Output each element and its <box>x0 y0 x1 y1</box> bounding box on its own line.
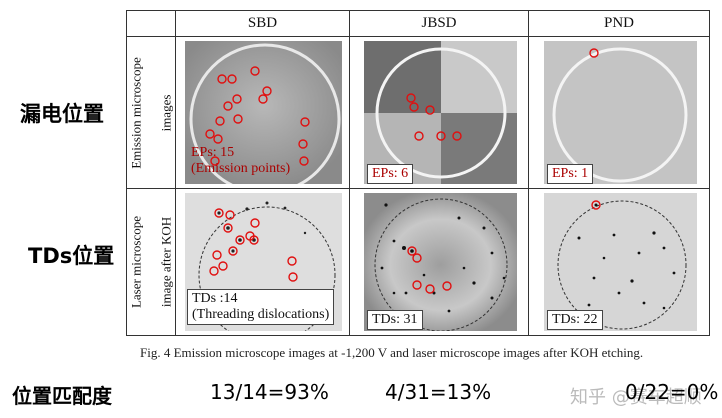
laser-jbsd-count: TDs: 31 <box>367 310 423 330</box>
emission-jbsd-image: EPs: 6 <box>364 41 517 184</box>
row-label-emission-line1: Emission microscope <box>128 56 144 169</box>
td-position-label: TDs位置 <box>28 244 115 268</box>
header-jbsd: JBSD <box>350 11 529 37</box>
laser-sbd-count-text: TDs :14 <box>192 291 238 306</box>
figure-caption: Fig. 4 Emission microscope images at -1,… <box>140 345 644 360</box>
figure-table: SBD JBSD PND Emission microscope images L… <box>126 10 710 336</box>
row-label-laser-line2: image after KOH <box>158 216 174 308</box>
header-pnd: PND <box>529 11 709 37</box>
emission-sbd-count: EPs: 15 (Emission points) <box>187 144 294 178</box>
etch-pits <box>577 203 676 310</box>
emission-points <box>589 48 599 58</box>
laser-sbd-note: (Threading dislocations) <box>192 307 330 322</box>
laser-sbd-count: TDs :14 (Threading dislocations) <box>187 289 335 325</box>
row-label-emission: Emission microscope images <box>127 37 176 188</box>
td-markers <box>407 246 452 294</box>
laser-pnd-count: TDs: 22 <box>547 310 603 330</box>
watermark: 知乎 @赛车超顺 <box>570 387 702 408</box>
emission-pnd-image: EPs: 1 <box>544 41 697 184</box>
laser-jbsd-image: TDs: 31 <box>364 193 517 331</box>
match-sbd: 13/14=93% <box>210 380 329 404</box>
row-label-emission-line2: images <box>158 94 174 131</box>
emission-jbsd-count: EPs: 6 <box>367 164 414 184</box>
emission-sbd-count-text: EPs: 15 <box>191 145 235 160</box>
header-corner <box>127 11 176 37</box>
match-jbsd: 4/31=13% <box>385 380 492 404</box>
emission-pnd-count: EPs: 1 <box>547 164 594 184</box>
laser-sbd-image: TDs :14 (Threading dislocations) <box>185 193 342 331</box>
match-label: 位置匹配度 <box>12 384 112 408</box>
etch-pits <box>217 201 307 253</box>
emission-sbd-image: EPs: 15 (Emission points) <box>185 41 342 184</box>
emission-points <box>205 66 310 166</box>
laser-pnd-image: TDs: 22 <box>544 193 697 331</box>
leakage-position-label: 漏电位置 <box>20 102 104 126</box>
emission-points <box>406 93 462 141</box>
td-markers <box>209 208 298 299</box>
row-label-laser: Laser microscope image after KOH <box>127 189 176 335</box>
td-markers <box>591 200 601 210</box>
row-label-laser-line1: Laser microscope <box>128 215 144 309</box>
header-sbd: SBD <box>176 11 350 37</box>
emission-sbd-note: (Emission points) <box>191 161 291 176</box>
match-pnd: 0/22=0% <box>625 380 719 404</box>
